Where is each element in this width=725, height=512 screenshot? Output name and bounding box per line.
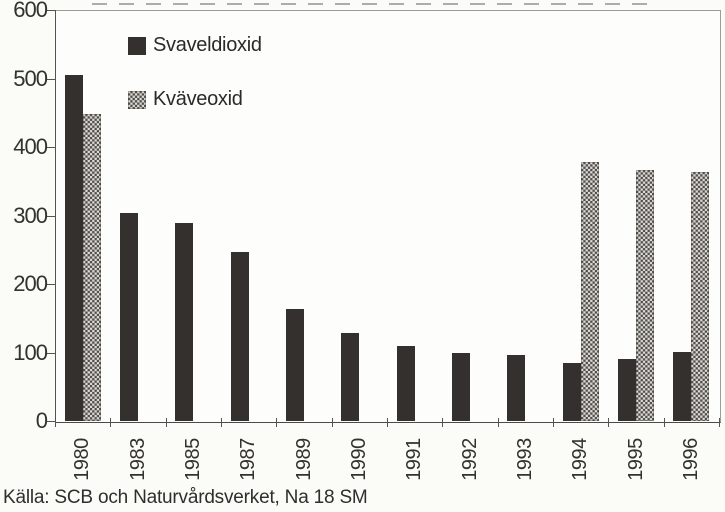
- x-axis-tick: [165, 418, 167, 427]
- bar-svaveldioxid-1996: [673, 351, 692, 421]
- x-axis-label-text: 1980: [71, 437, 94, 481]
- y-axis-tick: [47, 10, 56, 11]
- bar-svaveldioxid-1987: [230, 252, 249, 421]
- legend-swatch-pattern: [128, 90, 146, 109]
- x-axis-label-text: 1994: [569, 437, 592, 481]
- y-axis-tick: [47, 147, 56, 148]
- x-axis-tick: [110, 418, 112, 427]
- bar-svaveldioxid-1985: [175, 223, 194, 421]
- bar-svaveldioxid-1991: [396, 345, 415, 421]
- x-axis-label: 1996: [655, 423, 725, 495]
- bar-kväveoxid-1994: [580, 162, 599, 421]
- bar-kväveoxid-1996: [691, 172, 710, 421]
- x-axis-tick: [276, 418, 278, 427]
- x-axis-tick: [221, 418, 222, 427]
- legend-item-kväveoxid: Kväveoxid: [128, 88, 262, 111]
- x-axis-tick: [497, 418, 499, 427]
- y-axis-label: 100: [13, 339, 48, 365]
- bar-svaveldioxid-1990: [341, 333, 360, 421]
- bar-svaveldioxid-1980: [64, 75, 83, 421]
- y-axis-label: 300: [13, 202, 48, 228]
- x-axis-label-text: 1989: [292, 437, 315, 481]
- x-axis-label-text: 1990: [347, 437, 370, 481]
- y-axis-label: 400: [13, 134, 48, 159]
- x-axis-tick: [719, 418, 720, 427]
- y-axis-tick: [47, 421, 56, 422]
- source-caption: Källa: SCB och Naturvårdsverket, Na 18 S…: [3, 487, 368, 508]
- bar-svaveldioxid-1993: [507, 355, 526, 421]
- x-axis-tick: [331, 418, 333, 427]
- x-axis-label-text: 1985: [181, 437, 204, 481]
- x-axis-label-text: 1987: [237, 437, 260, 481]
- y-axis-label: 0: [35, 408, 48, 433]
- x-axis-label-text: 1995: [624, 437, 647, 481]
- legend-swatch-solid: [128, 36, 146, 55]
- x-axis-tick: [55, 418, 56, 427]
- bar-svaveldioxid-1989: [286, 309, 304, 421]
- x-axis-tick: [608, 418, 610, 427]
- x-axis-tick: [387, 418, 388, 427]
- legend-item-svaveldioxid: Svaveldioxid: [128, 34, 262, 57]
- y-axis-tick: [47, 352, 56, 354]
- y-axis-tick: [47, 284, 56, 285]
- legend-label: Svaveldioxid: [153, 34, 262, 56]
- bar-svaveldioxid-1995: [618, 359, 636, 421]
- bar-svaveldioxid-1983: [120, 213, 138, 421]
- plot-area: [55, 10, 721, 423]
- x-axis-tick: [663, 418, 665, 427]
- x-axis-label-text: 1991: [403, 437, 426, 481]
- x-axis-label-text: 1993: [513, 437, 536, 481]
- y-axis-tick: [47, 78, 56, 80]
- bar-kväveoxid-1980: [82, 114, 101, 421]
- y-axis-label: 600: [13, 0, 48, 22]
- bar-svaveldioxid-1992: [452, 352, 470, 421]
- y-axis-tick: [47, 215, 56, 217]
- x-axis-label-text: 1996: [679, 437, 702, 481]
- legend-label: Kväveoxid: [153, 88, 243, 110]
- scan-artifact-line: [92, 3, 658, 5]
- bar-svaveldioxid-1994: [562, 362, 581, 421]
- y-axis-label: 200: [13, 271, 48, 296]
- x-axis-tick: [442, 418, 444, 427]
- x-axis-tick: [553, 418, 554, 427]
- x-axis-label-text: 1992: [458, 437, 481, 481]
- legend: Svaveldioxid Kväveoxid: [128, 34, 262, 111]
- y-axis-label: 500: [13, 65, 48, 91]
- x-axis-label-text: 1983: [126, 437, 149, 481]
- bar-kväveoxid-1995: [636, 169, 654, 421]
